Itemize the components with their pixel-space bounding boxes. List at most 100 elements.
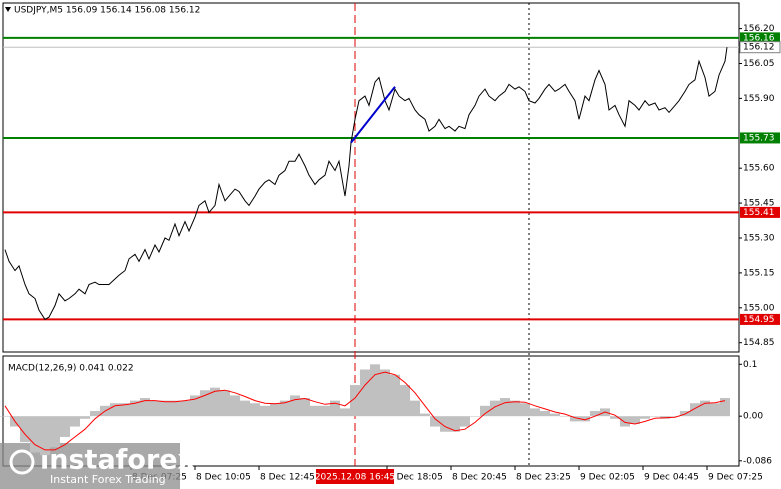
y-tick-label: 154.85 [743,338,775,348]
macd-histogram-bar [260,405,270,417]
macd-histogram-bar [590,411,600,417]
macd-histogram-bar [140,398,150,417]
macd-histogram-bar [220,390,230,417]
macd-histogram-bar [300,398,310,417]
macd-histogram-bar [550,413,560,417]
current-price-box [739,41,781,54]
macd-histogram-bar [390,374,400,417]
macd-histogram-bar [190,395,200,417]
macd-title: MACD(12,26,9) 0.041 0.022 [8,364,134,374]
watermark-logo [9,449,35,475]
watermark-brand: instaforex [40,445,195,476]
macd-histogram-bar [470,416,480,417]
macd-histogram-bar [120,403,130,417]
macd-histogram-bar [350,385,360,417]
macd-histogram-bar [20,416,30,443]
macd-histogram-bar [440,416,450,432]
chart-title: USDJPY,M5 156.09 156.14 156.08 156.12 [14,6,200,16]
macd-histogram-bar [520,403,530,417]
macd-histogram-bar [280,400,290,417]
macd-histogram-bar [700,400,710,417]
macd-histogram-bar [90,411,100,417]
y-tick-label: 155.15 [743,268,775,278]
x-tick-label: 8 Dec 20:45 [452,473,507,483]
level-label: 155.41 [743,208,775,218]
macd-histogram-bar [240,400,250,417]
x-tick-label: 9 Dec 04:45 [644,473,699,483]
macd-histogram-bar [620,416,630,427]
y-tick-label: 155.45 [743,199,775,209]
macd-signal-line [4,371,726,451]
macd-histogram-bar [490,400,500,417]
x-tick-label: 9 Dec 02:05 [580,473,635,483]
y-tick-label: 155.30 [743,233,775,243]
level-label-box [740,32,780,44]
x-tick-label: 8 Dec 18:05 [388,473,443,483]
macd-histogram-bar [510,400,520,417]
y-tick-label: 155.00 [743,303,775,313]
macd-histogram-bar [720,398,730,417]
y-tick-label: 156.20 [743,24,775,34]
macd-histogram-bar [570,416,580,422]
macd-histogram-bar [80,416,90,419]
macd-histogram-bar [230,395,240,417]
macd-histogram-bar [360,369,370,417]
macd-histogram-bar [250,403,260,417]
current-price-label: 156.12 [743,43,775,53]
macd-histogram-bar [70,416,80,427]
macd-histogram-bar [630,416,640,424]
macd-histogram-bar [410,400,420,417]
y-tick-label: 0.1 [743,360,757,370]
macd-histogram-bar [610,416,620,419]
macd-histogram-bar [460,416,470,427]
macd-histogram-bar [430,416,440,427]
level-label-box [740,132,780,144]
macd-histogram-bar [150,400,160,417]
macd-histogram-bar [330,400,340,417]
x-tick-label: 8 Dec 23:25 [516,473,571,483]
symbol-icon [5,7,11,12]
macd-histogram-bar [480,405,490,417]
macd-histogram-bar [30,416,40,453]
macd-histogram-bar [270,403,280,417]
level-label-box [740,206,780,218]
level-label: 154.95 [743,315,775,325]
watermark-tagline: Instant Forex Trading [50,473,166,486]
trend-line [350,86,396,144]
macd-histogram-bar [370,364,380,417]
macd-histogram-bar [340,408,350,417]
macd-histogram-bar [420,413,430,417]
macd-histogram-bar [690,403,700,417]
plot-layer: 156.20 156.05 155.90 155.60 155.45 155.30 155.… [0,3,781,489]
macd-histogram-bar [310,405,320,417]
price-line [4,47,728,321]
macd-histogram-bar [450,416,460,432]
macd-histogram-bar [400,385,410,417]
macd-histogram-bar [200,390,210,417]
macd-histogram-bar [540,411,550,417]
macd-histogram-bar [640,416,650,419]
level-label: 155.73 [743,133,775,143]
macd-histogram-bar [380,369,390,417]
macd-histogram-bar [50,416,60,448]
macd-histogram-bar [0,416,10,417]
macd-histogram-bar [170,400,180,417]
level-label: 156.16 [743,33,775,43]
macd-histogram-bar [290,395,300,417]
crosshair-label: 2025.12.08 16:45 [315,473,395,483]
x-tick-label: 8 Dec 12:45 [260,473,315,483]
crosshair-label-box [316,469,394,484]
macd-histogram-bar [180,400,190,417]
macd-histogram-bar [500,398,510,417]
macd-panel-frame [2,355,740,467]
macd-histogram-bar [320,405,330,417]
macd-histogram-bar [580,416,590,422]
y-tick-label: 155.60 [743,164,775,174]
y-tick-label: -0.086 [743,456,772,466]
x-tick-label: 9 Dec 07:25 [708,473,763,483]
macd-histogram-bar [650,416,660,417]
y-tick-label: 155.90 [743,94,775,104]
macd-histogram-bar [60,416,70,437]
macd-histogram-bar [710,403,720,417]
